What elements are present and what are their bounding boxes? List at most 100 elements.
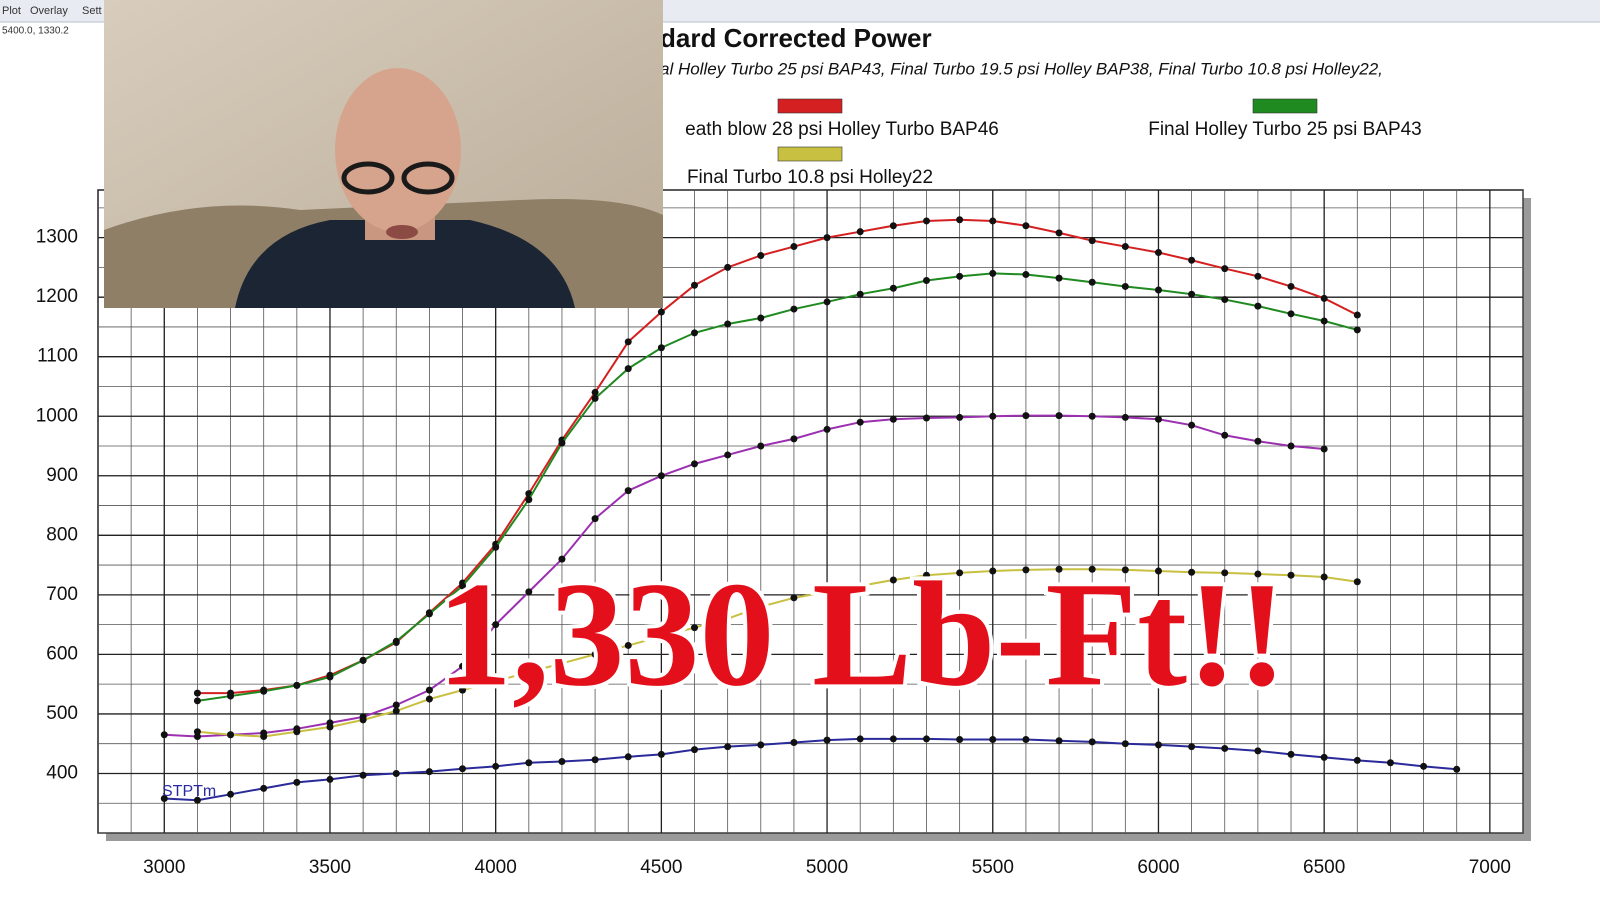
- data-point: [525, 759, 533, 767]
- data-point: [823, 588, 831, 596]
- series-line: [164, 414, 1325, 738]
- data-point: [1287, 750, 1295, 758]
- x-tick-label: 5000: [806, 857, 848, 878]
- data-point: [459, 765, 467, 773]
- data-point: [392, 707, 400, 715]
- data-point: [227, 790, 235, 798]
- data-point: [1022, 222, 1030, 230]
- y-tick-label: 900: [46, 465, 78, 486]
- data-point: [790, 594, 798, 602]
- x-tick-label: 3000: [143, 857, 185, 878]
- data-point: [724, 263, 732, 271]
- data-point: [591, 756, 599, 764]
- data-point: [1121, 566, 1129, 574]
- glasses: [341, 161, 395, 195]
- data-point: [293, 778, 301, 786]
- labels: 3000 3500 4000 4500 5000 5500 6000 6500 7000 400 5…: [36, 98, 1511, 878]
- data-point: [1154, 249, 1162, 257]
- data-point: [1121, 413, 1129, 421]
- data-point: [1188, 290, 1196, 298]
- data-point: [1088, 565, 1096, 573]
- data-point: [1353, 326, 1361, 334]
- data-point: [1154, 567, 1162, 575]
- data-point: [1287, 282, 1295, 290]
- data-point: [1055, 565, 1063, 573]
- data-point: [1188, 568, 1196, 576]
- data-point: [326, 723, 334, 731]
- grid: [98, 190, 1524, 834]
- data-point: [260, 687, 268, 695]
- data-point: [989, 736, 997, 744]
- menu-item[interactable]: Overlay: [30, 5, 68, 17]
- data-point: [359, 656, 367, 664]
- x-tick-label: 4000: [475, 857, 517, 878]
- data-point: [724, 320, 732, 328]
- data-point: [1088, 412, 1096, 420]
- data-point: [889, 222, 897, 230]
- data-point: [657, 344, 665, 352]
- data-point: [1287, 571, 1295, 579]
- data-point: [492, 677, 500, 685]
- data-point: [1154, 415, 1162, 423]
- data-point: [757, 603, 765, 611]
- data-point: [558, 659, 566, 667]
- data-point: [956, 413, 964, 421]
- data-point: [1221, 296, 1229, 304]
- data-point: [227, 692, 235, 700]
- data-point: [425, 695, 433, 703]
- data-point: [889, 735, 897, 743]
- y-tick-label: 600: [46, 643, 78, 664]
- data-point: [757, 251, 765, 259]
- data-point: [691, 746, 699, 754]
- data-point: [790, 243, 798, 251]
- data-point: [260, 784, 268, 792]
- data-point: [293, 728, 301, 736]
- data-point: [889, 415, 897, 423]
- data-point: [260, 733, 268, 741]
- data-point: [624, 641, 632, 649]
- data-point: [823, 425, 831, 433]
- data-point: [757, 442, 765, 450]
- data-point: [1022, 271, 1030, 279]
- data-point: [1022, 412, 1030, 420]
- data-point: [724, 743, 732, 751]
- data-point: [922, 414, 930, 422]
- data-point: [1121, 740, 1129, 748]
- data-point: [591, 388, 599, 396]
- data-point: [193, 796, 201, 804]
- data-point: [359, 716, 367, 724]
- data-point: [691, 281, 699, 289]
- glasses: [401, 161, 455, 195]
- data-point: [1254, 272, 1262, 280]
- series-line: [197, 272, 1358, 702]
- data-point: [1188, 421, 1196, 429]
- series-lines: [160, 216, 1461, 804]
- data-point: [856, 735, 864, 743]
- data-point: [724, 615, 732, 623]
- menu-item[interactable]: Plot: [2, 5, 21, 17]
- menu-item[interactable]: Sett: [82, 5, 102, 17]
- data-point: [558, 439, 566, 447]
- data-point: [757, 314, 765, 322]
- data-point: [691, 460, 699, 468]
- data-point: [558, 555, 566, 563]
- data-point: [1022, 566, 1030, 574]
- y-tick-label: 1300: [36, 227, 78, 248]
- data-point: [1088, 738, 1096, 746]
- data-point: [1353, 578, 1361, 586]
- data-point: [392, 701, 400, 709]
- data-point: [889, 284, 897, 292]
- data-point: [1254, 747, 1262, 755]
- data-point: [790, 305, 798, 313]
- data-point: [724, 451, 732, 459]
- data-point: [492, 762, 500, 770]
- data-point: [558, 758, 566, 766]
- data-point: [591, 394, 599, 402]
- legend-swatch: [777, 98, 843, 114]
- shirt: [235, 220, 575, 308]
- data-point: [657, 750, 665, 758]
- data-point: [823, 736, 831, 744]
- y-tick-label: 700: [46, 584, 78, 605]
- y-tick-label: 1200: [36, 286, 78, 307]
